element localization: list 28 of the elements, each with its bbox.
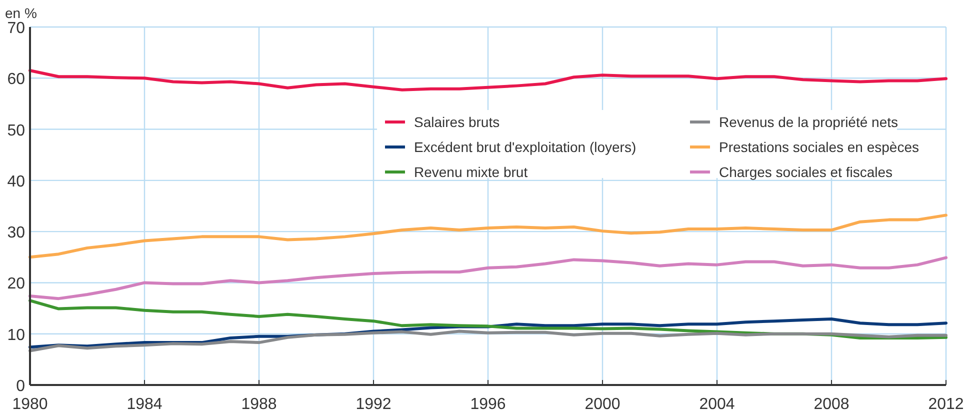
x-tick-label: 1988 xyxy=(241,396,277,413)
legend-label: Revenu mixte brut xyxy=(414,164,528,180)
y-tick-label: 10 xyxy=(7,326,26,344)
y-tick-label: 50 xyxy=(7,122,26,140)
line-series xyxy=(28,214,948,259)
x-tick-label: 2012 xyxy=(928,396,964,413)
line-series xyxy=(28,256,948,300)
legend-label: Excédent brut d'exploitation (loyers) xyxy=(414,139,636,155)
y-tick-label: 20 xyxy=(7,276,26,293)
line-series xyxy=(28,330,948,352)
line-series xyxy=(28,68,948,92)
y-tick-label: 0 xyxy=(16,378,26,395)
y-tick-label: 40 xyxy=(7,173,26,190)
y-tick-label: 70 xyxy=(7,20,26,37)
y-axis-title: en % xyxy=(5,5,37,21)
x-tick-label: 1980 xyxy=(12,396,48,413)
legend-label: Prestations sociales en espèces xyxy=(719,139,919,155)
x-tick-label: 1992 xyxy=(356,396,392,413)
legend-label: Salaires bruts xyxy=(414,114,500,130)
x-tick-label: 2000 xyxy=(584,396,620,413)
y-tick-label: 60 xyxy=(7,71,26,88)
x-tick-label: 1984 xyxy=(126,396,162,413)
x-tick-label: 2008 xyxy=(814,396,850,413)
y-tick-label: 30 xyxy=(7,224,26,242)
legend-label: Charges sociales et fiscales xyxy=(719,164,893,180)
legend-label: Revenus de la propriété nets xyxy=(719,114,898,130)
x-tick-label: 1996 xyxy=(470,396,506,413)
x-tick-label: 2004 xyxy=(699,396,735,413)
